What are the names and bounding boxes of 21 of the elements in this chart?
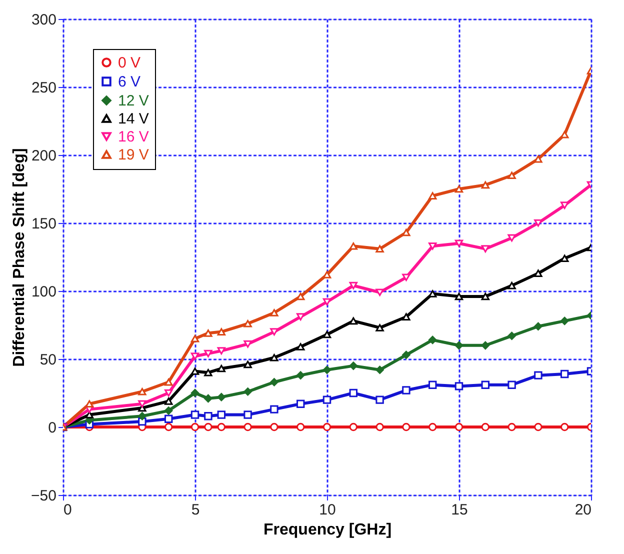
legend-label: 6 V <box>118 74 141 90</box>
legend-label: 19 V <box>118 146 149 164</box>
x-tick-label: 0 <box>64 502 72 518</box>
y-tick-label: 200 <box>31 148 56 164</box>
y-tick-label: −50 <box>31 488 56 504</box>
x-tick-label: 20 <box>574 502 592 518</box>
legend-label: 12 V <box>118 92 149 110</box>
y-tick-label: 300 <box>31 12 56 28</box>
x-tick-label: 5 <box>191 502 200 518</box>
y-tick-label: 100 <box>31 284 56 300</box>
y-tick-label: 250 <box>31 80 56 96</box>
legend-label: 14 V <box>118 110 149 128</box>
y-axis-title: Differential Phase Shift [deg] <box>11 148 28 367</box>
y-tick-label: 150 <box>31 216 56 232</box>
x-axis-title: Frequency [GHz] <box>263 522 392 538</box>
y-tick-label: 50 <box>40 352 56 368</box>
x-tick-label: 10 <box>319 502 336 518</box>
y-tick-label: 0 <box>48 420 56 436</box>
x-tick-label: 15 <box>451 502 468 518</box>
legend-label: 0 V <box>118 54 141 72</box>
legend-label: 16 V <box>118 128 149 146</box>
